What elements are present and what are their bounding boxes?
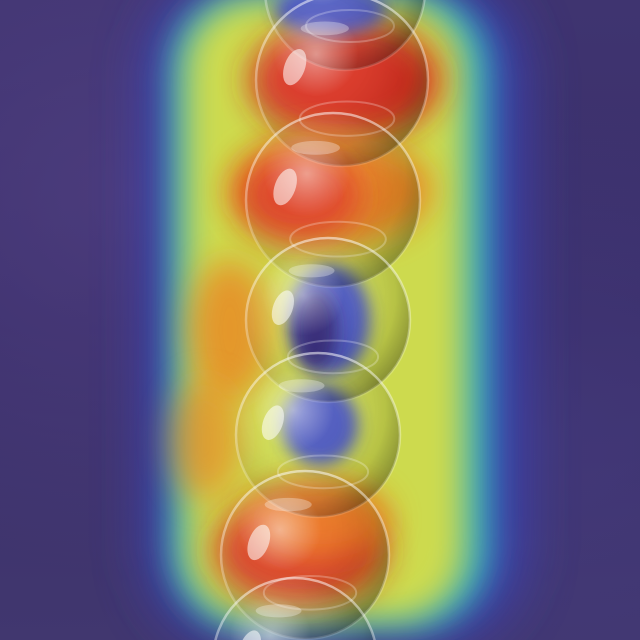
glass-sphere bbox=[244, 111, 422, 289]
heat-hotspot-5 bbox=[170, 380, 240, 500]
sphere-column bbox=[214, 0, 430, 640]
glass-sphere bbox=[214, 576, 376, 640]
